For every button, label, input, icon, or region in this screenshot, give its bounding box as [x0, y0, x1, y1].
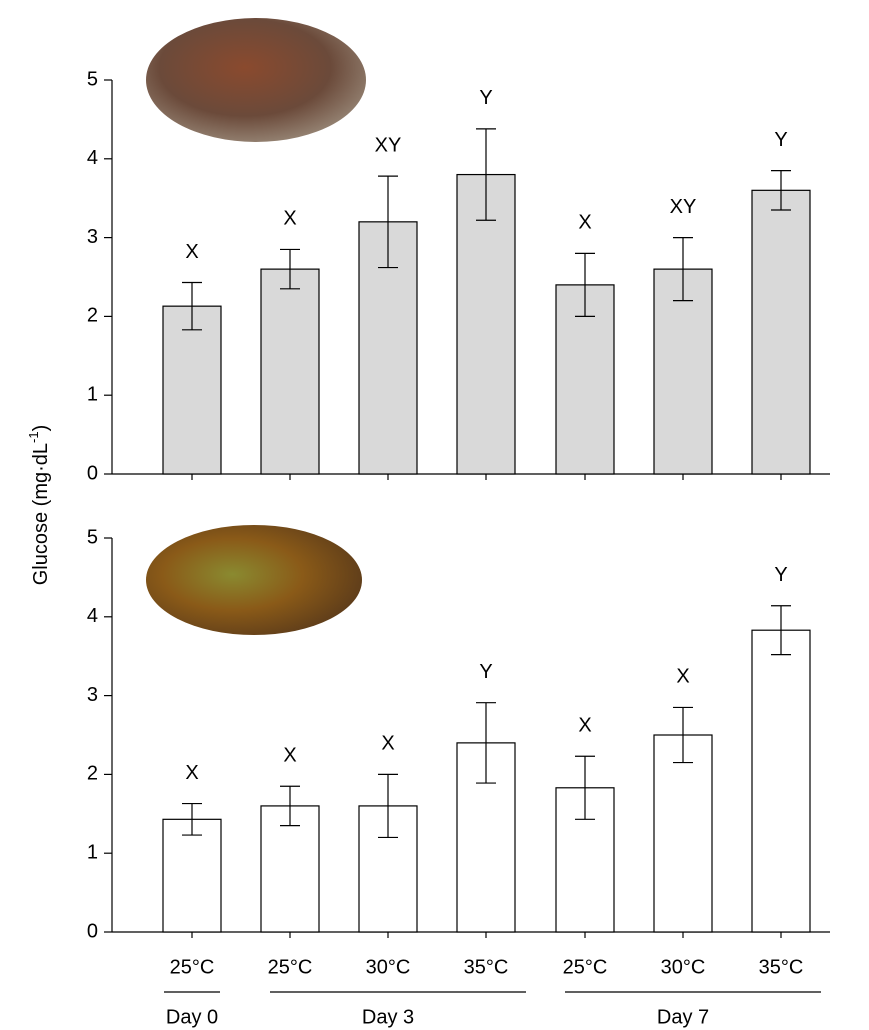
significance-letter: Y — [774, 129, 787, 151]
bar — [752, 630, 810, 932]
significance-letter: X — [381, 733, 394, 755]
y-tick-label: 4 — [87, 147, 98, 169]
significance-letter: X — [578, 715, 591, 737]
significance-letter: X — [578, 212, 591, 234]
x-tick-label: 35°C — [759, 956, 804, 978]
y-label-main: Glucose (mg·dL — [30, 443, 52, 585]
bar — [654, 735, 712, 932]
y-tick-label: 2 — [87, 763, 98, 785]
x-tick-label: 25°C — [268, 956, 313, 978]
y-tick-label: 3 — [87, 226, 98, 248]
significance-letter: X — [283, 208, 296, 230]
x-tick-label: 35°C — [464, 956, 509, 978]
y-tick-label: 3 — [87, 684, 98, 706]
significance-letter: Y — [479, 87, 492, 109]
bar — [752, 190, 810, 474]
y-tick-label: 4 — [87, 605, 98, 627]
x-tick-label: 30°C — [661, 956, 706, 978]
y-tick-label: 2 — [87, 305, 98, 327]
significance-letter: X — [676, 666, 689, 688]
significance-letter: Y — [479, 661, 492, 683]
group-label: Day 0 — [166, 1006, 218, 1028]
significance-letter: X — [283, 745, 296, 767]
significance-letter: X — [185, 762, 198, 784]
shell-image — [146, 18, 366, 142]
significance-letter: XY — [670, 196, 697, 218]
y-tick-label: 5 — [87, 526, 98, 548]
y-label-end: ) — [30, 425, 52, 432]
group-label: Day 7 — [657, 1006, 709, 1028]
page: Glucose (mg·dL-1) 012345XXXYYXXYY012345X… — [0, 0, 869, 1030]
y-tick-label: 0 — [87, 462, 98, 484]
y-tick-label: 1 — [87, 841, 98, 863]
significance-letter: Y — [774, 564, 787, 586]
bar — [163, 819, 221, 932]
significance-letter: X — [185, 241, 198, 263]
shell-image — [146, 525, 362, 635]
y-tick-label: 1 — [87, 383, 98, 405]
bar — [261, 269, 319, 474]
x-tick-label: 25°C — [170, 956, 215, 978]
x-tick-label: 25°C — [563, 956, 608, 978]
chart: Glucose (mg·dL-1) 012345XXXYYXXYY012345X… — [0, 0, 869, 1030]
y-label-sup: -1 — [26, 431, 41, 443]
x-tick-label: 30°C — [366, 956, 411, 978]
bar — [163, 306, 221, 474]
y-tick-label: 0 — [87, 920, 98, 942]
significance-letter: XY — [375, 134, 402, 156]
y-axis-label: Glucose (mg·dL-1) — [26, 425, 52, 586]
group-label: Day 3 — [362, 1006, 414, 1028]
y-tick-label: 5 — [87, 68, 98, 90]
